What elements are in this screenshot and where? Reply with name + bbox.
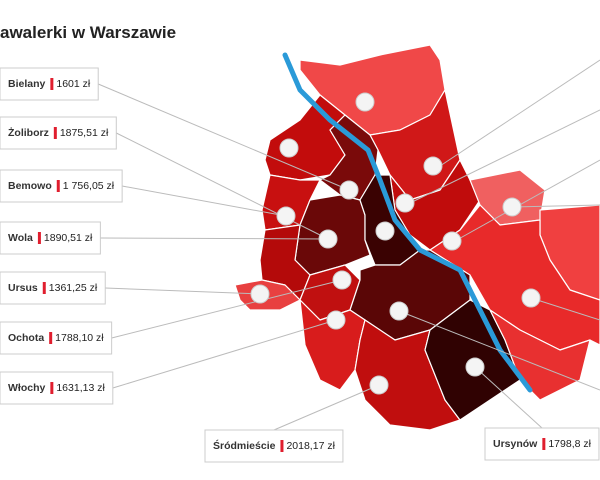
district-label: Śródmieście 2018,17 zł bbox=[204, 384, 380, 463]
leader-lines bbox=[398, 59, 600, 391]
label-box bbox=[0, 371, 114, 405]
district-label: Włochy 1631,13 zł bbox=[0, 319, 337, 405]
district-label: Ochota 1788,10 zł bbox=[0, 279, 343, 355]
label-box bbox=[0, 67, 99, 101]
district-name: Śródmieście bbox=[213, 439, 276, 452]
price-bar bbox=[280, 440, 284, 452]
river bbox=[282, 52, 533, 393]
district-name: Ursus bbox=[8, 282, 38, 294]
label-box bbox=[204, 429, 344, 463]
district-price: 1875,51 zł bbox=[60, 127, 109, 139]
district-price: 1788,10 zł bbox=[55, 332, 104, 344]
leader-line bbox=[100, 237, 329, 240]
district-label: Bemowo 1 756,05 zł bbox=[0, 169, 287, 217]
district-name: Bielany bbox=[8, 78, 46, 90]
district-price: 1361,25 zł bbox=[49, 282, 98, 294]
district-price: 1 756,05 zł bbox=[63, 180, 115, 192]
district-name: Żoliborz bbox=[8, 126, 49, 139]
district-price: 1601 zł bbox=[56, 78, 91, 90]
label-box bbox=[0, 221, 101, 255]
label-box bbox=[0, 169, 123, 203]
district-price: 1890,51 zł bbox=[44, 232, 93, 244]
price-bar bbox=[56, 180, 60, 192]
label-box bbox=[0, 271, 106, 305]
district-price: 2018,17 zł bbox=[286, 440, 335, 452]
price-bar bbox=[50, 382, 54, 394]
leader-line bbox=[122, 185, 287, 217]
leader-line bbox=[98, 83, 350, 191]
leader-line bbox=[112, 319, 337, 389]
price-bar bbox=[49, 332, 53, 344]
district-label: Bielany 1601 zł bbox=[0, 67, 350, 191]
leader-line bbox=[105, 287, 261, 295]
price-bar bbox=[37, 232, 41, 244]
district-name: Włochy bbox=[8, 382, 45, 394]
price-bar bbox=[42, 282, 46, 294]
leader-line bbox=[474, 366, 543, 429]
leader-line bbox=[111, 279, 343, 339]
label-box bbox=[0, 116, 117, 150]
label-box bbox=[0, 321, 113, 355]
district-label: Wola 1890,51 zł bbox=[0, 221, 329, 255]
districts bbox=[234, 44, 600, 431]
district-label: Ursus 1361,25 zł bbox=[0, 271, 261, 305]
label-box bbox=[484, 427, 600, 461]
price-bar bbox=[53, 127, 57, 139]
price-bar bbox=[542, 438, 546, 450]
district-name: Ursynów bbox=[493, 438, 538, 450]
markers bbox=[250, 92, 541, 395]
price-bar bbox=[50, 78, 54, 90]
district-name: Wola bbox=[8, 232, 33, 244]
leader-line bbox=[273, 384, 380, 431]
district-price: 1631,13 zł bbox=[56, 382, 105, 394]
district-name: Ochota bbox=[8, 332, 44, 344]
district-price: 1798,8 zł bbox=[548, 438, 591, 450]
district-name: Bemowo bbox=[8, 180, 52, 192]
title: awalerki w Warszawie bbox=[0, 23, 176, 42]
district-label: Ursynów 1798,8 zł bbox=[474, 366, 600, 461]
